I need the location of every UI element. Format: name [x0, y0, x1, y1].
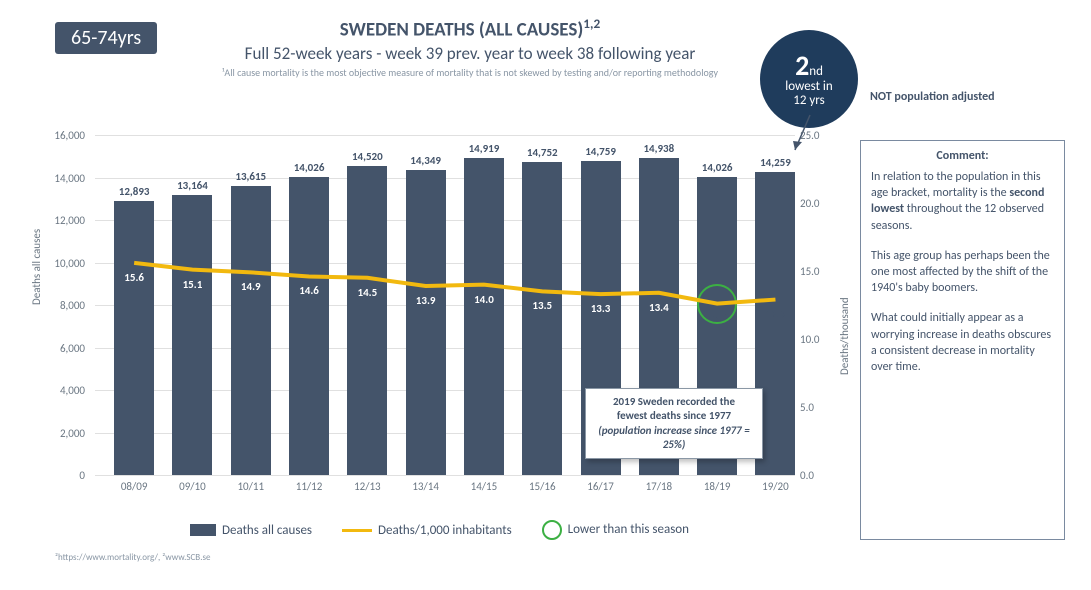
x-tick-label: 10/11 [237, 480, 264, 493]
rate-label: 13.3 [591, 302, 611, 315]
y-left-tick: 8,000 [40, 299, 85, 312]
rank-suffix: nd [809, 64, 823, 79]
highlight-ring [697, 284, 737, 324]
x-tick-label: 19/20 [762, 480, 789, 493]
chart-note: ¹All cause mortality is the most objecti… [190, 66, 750, 79]
comment-p2: This age group has perhaps been the one … [871, 248, 1054, 297]
rank-number: 2 [795, 48, 809, 83]
rate-label: 12.9 [766, 308, 786, 321]
rank-line3: 12 yrs [760, 94, 858, 108]
bar [464, 158, 504, 475]
y-left-tick: 14,000 [40, 172, 85, 185]
bar-value-label: 14,752 [527, 146, 558, 159]
y-left-tick: 12,000 [40, 214, 85, 227]
bar-value-label: 13,615 [235, 170, 266, 183]
legend-ring-label: Lower than this season [568, 522, 689, 537]
legend-line-label: Deaths/1,000 inhabitants [378, 523, 512, 538]
bar-value-label: 14,259 [760, 156, 791, 169]
callout-box: 2019 Sweden recorded the fewest deaths s… [585, 388, 763, 459]
y-left-tick: 2,000 [40, 427, 85, 440]
y-right-tick: 10.0 [800, 333, 840, 346]
callout-line1: 2019 Sweden recorded the [594, 395, 754, 409]
x-tick-label: 13/14 [412, 480, 439, 493]
comment-box: Comment: In relation to the population i… [860, 140, 1065, 540]
callout-line2: fewest deaths since 1977 [594, 409, 754, 423]
rate-label: 15.6 [124, 271, 144, 284]
bar [347, 166, 387, 475]
y-right-tick: 25.0 [800, 129, 840, 142]
legend-bars: Deaths all causes [190, 523, 312, 538]
x-tick-label: 17/18 [646, 480, 673, 493]
title-text: SWEDEN DEATHS (ALL CAUSES) [340, 18, 584, 41]
rate-label: 13.9 [416, 294, 436, 307]
rank-line2: lowest in [760, 80, 858, 94]
x-tick-label: 18/19 [704, 480, 731, 493]
rate-label: 14.9 [241, 280, 261, 293]
y-right-tick: 0.0 [800, 469, 840, 482]
legend-bar-swatch [190, 524, 216, 536]
x-tick-label: 14/15 [471, 480, 498, 493]
y-right-tick: 15.0 [800, 265, 840, 278]
rate-label: 13.4 [649, 301, 669, 314]
comment-heading: Comment: [871, 149, 1054, 163]
chart-title: SWEDEN DEATHS (ALL CAUSES)1,2 [190, 15, 750, 41]
y-left-tick: 0 [40, 469, 85, 482]
x-tick-label: 09/10 [179, 480, 206, 493]
y-left-tick: 6,000 [40, 342, 85, 355]
bar-value-label: 13,164 [177, 179, 208, 192]
title-block: SWEDEN DEATHS (ALL CAUSES)1,2 Full 52-we… [190, 15, 750, 79]
bar-value-label: 14,349 [410, 154, 441, 167]
legend-ring-swatch [542, 520, 562, 540]
legend-bars-label: Deaths all causes [222, 523, 312, 538]
bar [522, 162, 562, 475]
legend-ring: Lower than this season [542, 520, 689, 540]
chart-subtitle: Full 52-week years - week 39 prev. year … [190, 43, 750, 64]
rate-label: 14.0 [474, 293, 494, 306]
y-right-tick: 5.0 [800, 401, 840, 414]
legend-line: Deaths/1,000 inhabitants [342, 523, 512, 538]
footnote: ²https://www.mortality.org/, ²www.SCB.se [55, 552, 210, 563]
title-super: 1,2 [583, 15, 600, 32]
rate-label: 14.6 [299, 284, 319, 297]
x-tick-label: 11/12 [296, 480, 323, 493]
x-tick-label: 16/17 [587, 480, 614, 493]
y-left-tick: 10,000 [40, 257, 85, 270]
not-adjusted-label: NOT population adjusted [870, 90, 995, 104]
legend-line-swatch [342, 529, 372, 532]
y-left-tick: 4,000 [40, 384, 85, 397]
bar [114, 201, 154, 475]
bar [231, 186, 271, 475]
bar [172, 195, 212, 475]
rate-label: 13.5 [532, 299, 552, 312]
rate-label: 14.5 [358, 286, 378, 299]
bar-value-label: 14,759 [585, 145, 616, 158]
comment-p1: In relation to the population in this ag… [871, 169, 1054, 234]
bar-value-label: 14,919 [469, 142, 500, 155]
bar [406, 170, 446, 475]
bar [289, 177, 329, 475]
comment-p3: What could initially appear as a worryin… [871, 310, 1054, 375]
bar-value-label: 14,026 [294, 161, 325, 174]
callout-line3: (population increase since 1977 = 25%) [594, 424, 754, 453]
bar-value-label: 14,026 [702, 161, 733, 174]
bar-value-label: 12,893 [119, 185, 150, 198]
y-left-tick: 16,000 [40, 129, 85, 142]
legend: Deaths all causes Deaths/1,000 inhabitan… [190, 520, 689, 540]
bar-value-label: 14,938 [643, 142, 674, 155]
age-badge: 65-74yrs [55, 22, 157, 54]
y-right-tick: 20.0 [800, 197, 840, 210]
bar-value-label: 14,520 [352, 150, 383, 163]
x-tick-label: 08/09 [121, 480, 148, 493]
x-tick-label: 12/13 [354, 480, 381, 493]
x-tick-label: 15/16 [529, 480, 556, 493]
rate-label: 15.1 [183, 278, 203, 291]
